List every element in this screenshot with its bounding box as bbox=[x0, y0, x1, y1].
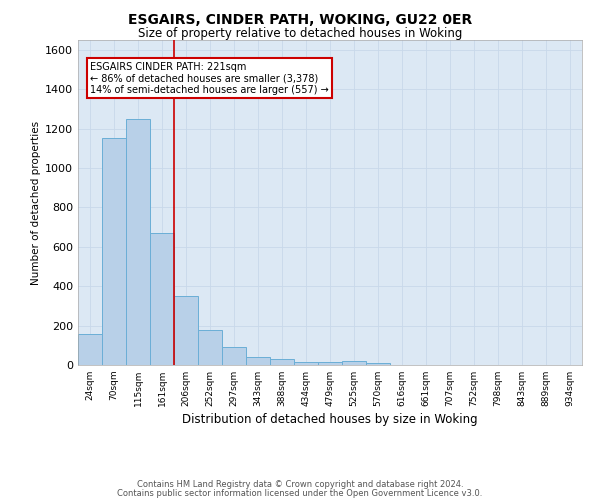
Bar bbox=[222, 348, 246, 365]
Bar bbox=[126, 119, 150, 365]
Bar bbox=[342, 361, 366, 365]
Y-axis label: Number of detached properties: Number of detached properties bbox=[31, 120, 41, 284]
Text: ESGAIRS, CINDER PATH, WOKING, GU22 0ER: ESGAIRS, CINDER PATH, WOKING, GU22 0ER bbox=[128, 12, 472, 26]
Bar bbox=[150, 233, 174, 365]
Bar bbox=[198, 330, 222, 365]
Bar bbox=[246, 356, 270, 365]
X-axis label: Distribution of detached houses by size in Woking: Distribution of detached houses by size … bbox=[182, 413, 478, 426]
Text: Size of property relative to detached houses in Woking: Size of property relative to detached ho… bbox=[138, 28, 462, 40]
Text: Contains public sector information licensed under the Open Government Licence v3: Contains public sector information licen… bbox=[118, 488, 482, 498]
Bar bbox=[294, 362, 318, 365]
Bar bbox=[78, 334, 102, 365]
Bar bbox=[318, 362, 342, 365]
Bar bbox=[366, 363, 390, 365]
Bar bbox=[174, 296, 198, 365]
Bar bbox=[270, 360, 294, 365]
Text: Contains HM Land Registry data © Crown copyright and database right 2024.: Contains HM Land Registry data © Crown c… bbox=[137, 480, 463, 489]
Bar bbox=[102, 138, 126, 365]
Text: ESGAIRS CINDER PATH: 221sqm
← 86% of detached houses are smaller (3,378)
14% of : ESGAIRS CINDER PATH: 221sqm ← 86% of det… bbox=[90, 62, 329, 95]
